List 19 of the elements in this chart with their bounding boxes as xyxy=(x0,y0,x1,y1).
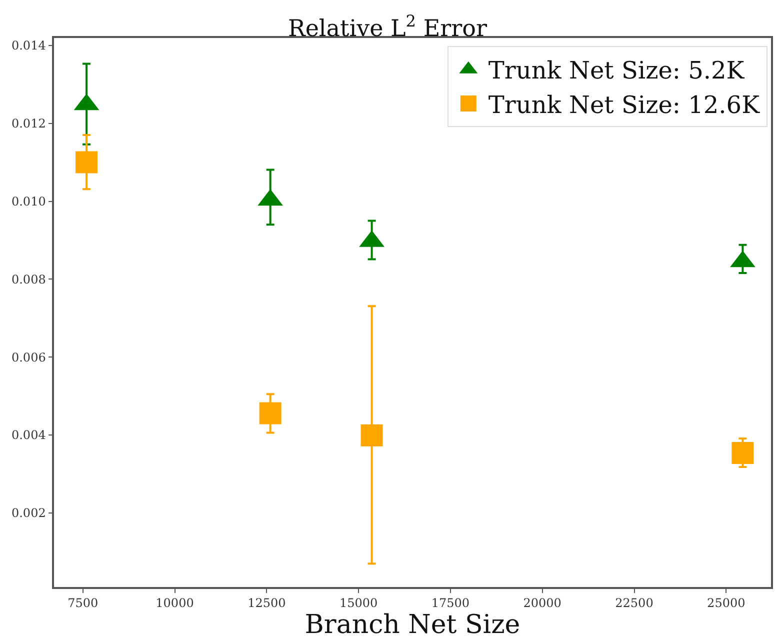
legend-label: Trunk Net Size: 5.2K xyxy=(488,56,746,85)
x-tick-label: 12500 xyxy=(248,596,286,610)
x-tick-label: 7500 xyxy=(68,596,98,610)
y-tick-label: 0.010 xyxy=(11,194,46,208)
y-tick-label: 0.012 xyxy=(11,116,46,131)
x-tick-label: 10000 xyxy=(156,596,194,610)
x-tick-label: 25000 xyxy=(707,596,746,610)
y-tick-label: 0.006 xyxy=(11,350,46,364)
x-tick-label: 17500 xyxy=(431,596,470,610)
x-tick-label: 20000 xyxy=(523,596,562,610)
legend-label: Trunk Net Size: 12.6K xyxy=(488,90,761,119)
y-tick-label: 0.004 xyxy=(11,428,46,442)
y-tick-label: 0.002 xyxy=(11,506,46,520)
x-tick-label: 15000 xyxy=(339,596,378,610)
x-tick-label: 22500 xyxy=(615,596,654,610)
x-axis-title: Branch Net Size xyxy=(304,610,520,640)
y-tick-label: 0.014 xyxy=(11,38,46,53)
chart-title: Relative L$^{2}$ Error xyxy=(288,11,487,42)
y-tick-label: 0.008 xyxy=(11,272,46,286)
